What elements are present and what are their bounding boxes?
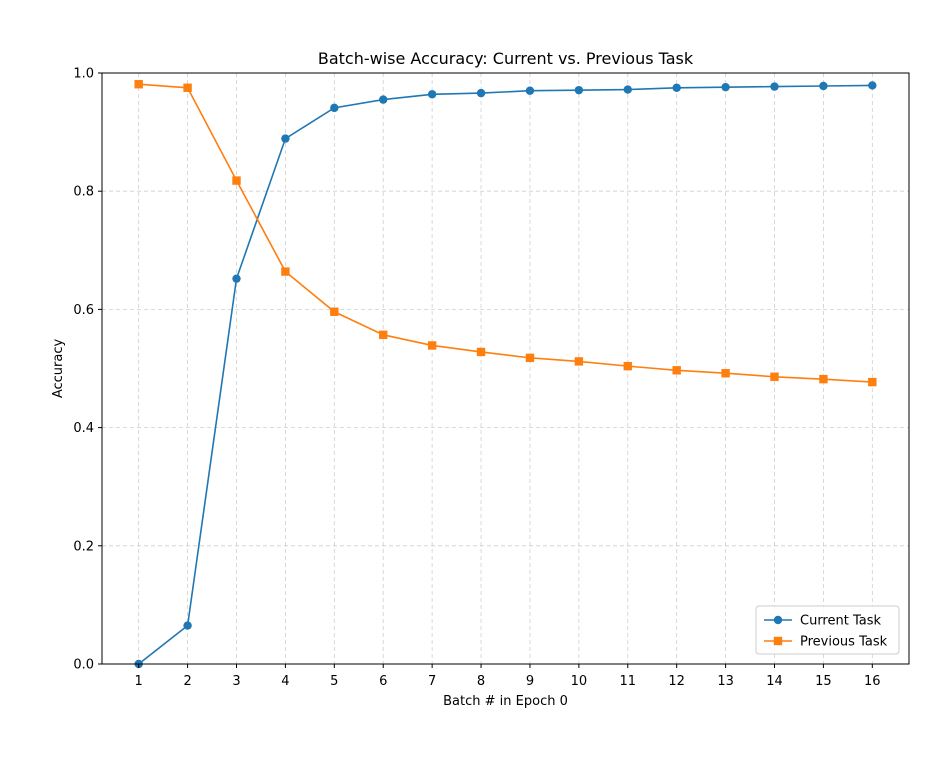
data-point-previous-task — [281, 267, 290, 276]
data-point-current-task — [525, 86, 535, 95]
data-point-current-task — [476, 88, 486, 98]
x-tick-label: 13 — [717, 674, 734, 689]
data-point-current-task — [379, 95, 388, 104]
y-tick-label: 0.0 — [73, 658, 94, 673]
data-point-previous-task — [721, 369, 730, 378]
x-tick-label: 8 — [477, 674, 485, 689]
data-point-current-task — [183, 621, 192, 630]
data-point-previous-task — [330, 307, 339, 316]
legend-label-previous-task: Previous Task — [800, 635, 888, 650]
y-tick-label: 0.8 — [73, 185, 94, 200]
data-point-current-task — [574, 85, 584, 95]
y-axis: 0.0 0.2 0.4 0.6 0.8 1.0 — [73, 67, 102, 673]
x-tick-label: 4 — [281, 674, 289, 689]
data-point-current-task — [770, 82, 779, 91]
data-point-current-task — [672, 83, 681, 92]
x-tick-label: 5 — [330, 674, 338, 689]
data-point-previous-task — [574, 357, 584, 366]
series-layer — [134, 80, 877, 669]
data-point-previous-task — [525, 353, 535, 363]
x-tick-label: 1 — [135, 674, 143, 689]
plot-frame — [101, 72, 910, 665]
x-tick-label: 6 — [379, 674, 387, 689]
legend-marker-current-task — [773, 615, 783, 625]
legend-marker-previous-task — [773, 636, 783, 646]
x-tick-label: 9 — [526, 674, 534, 689]
y-tick-label: 0.6 — [73, 303, 94, 318]
data-point-previous-task — [379, 330, 388, 340]
data-point-previous-task — [427, 341, 437, 350]
legend-label-current-task: Current Task — [800, 614, 881, 629]
data-point-previous-task — [476, 347, 486, 357]
data-point-current-task — [232, 274, 241, 283]
data-point-previous-task — [623, 361, 632, 371]
data-point-current-task — [330, 103, 339, 113]
data-point-current-task — [281, 134, 290, 143]
data-point-current-task — [868, 81, 877, 90]
x-tick-label: 12 — [668, 674, 685, 689]
x-tick-label: 15 — [815, 674, 832, 689]
data-point-previous-task — [183, 83, 192, 92]
chart-title: Batch-wise Accuracy: Current vs. Previou… — [318, 49, 694, 68]
x-tick-label: 7 — [428, 674, 436, 689]
data-point-current-task — [623, 85, 632, 94]
x-tick-label: 11 — [619, 674, 636, 689]
data-point-previous-task — [770, 372, 779, 381]
y-axis-label: Accuracy — [51, 339, 66, 399]
legend-box — [755, 605, 900, 655]
series-line-previous-task — [138, 83, 873, 383]
x-tick-label: 14 — [766, 674, 783, 689]
y-tick-label: 1.0 — [73, 67, 94, 82]
y-tick-label: 0.4 — [73, 421, 94, 436]
x-axis: 1 2 3 4 5 6 7 8 9 10 11 12 13 14 15 16 — [135, 664, 881, 689]
x-tick-label: 10 — [571, 674, 588, 689]
y-tick-label: 0.2 — [73, 539, 94, 554]
x-tick-label: 3 — [232, 674, 240, 689]
series-line-current-task — [138, 84, 873, 665]
x-tick-label: 16 — [864, 674, 881, 689]
data-point-current-task — [721, 82, 730, 92]
x-tick-label: 2 — [183, 674, 191, 689]
data-point-previous-task — [819, 374, 828, 384]
data-point-previous-task — [134, 80, 143, 89]
data-point-current-task — [819, 81, 828, 91]
data-point-previous-task — [868, 377, 877, 387]
x-axis-label: Batch # in Epoch 0 — [443, 694, 568, 709]
data-point-current-task — [427, 90, 437, 99]
data-point-previous-task — [232, 176, 241, 185]
data-point-previous-task — [672, 366, 681, 375]
legend: Current Task Previous Task — [755, 605, 900, 655]
